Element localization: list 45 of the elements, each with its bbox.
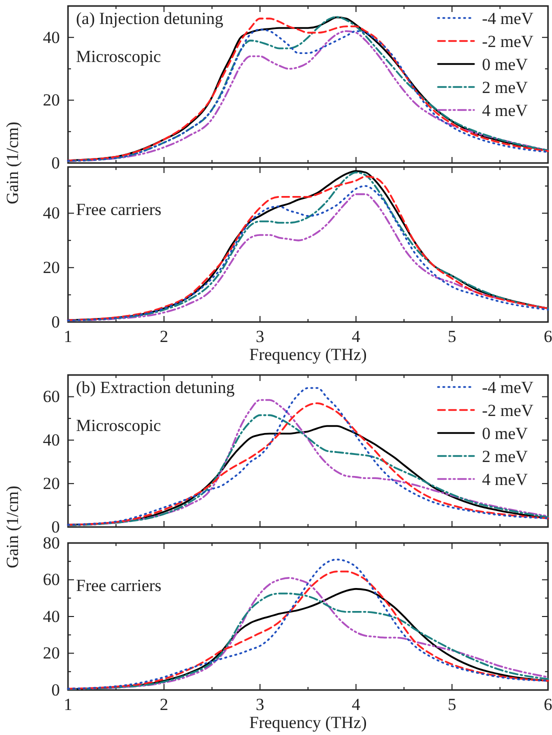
y-tick-label: 20 xyxy=(42,644,60,663)
x-tick-label: 6 xyxy=(544,695,552,714)
x-tick-label: 3 xyxy=(256,327,264,346)
y-tick-label: 20 xyxy=(42,258,60,278)
x-tick-label: 1 xyxy=(64,695,72,714)
y-tick-label: 60 xyxy=(42,570,60,590)
x-axis-title: Frequency (THz) xyxy=(249,345,367,364)
x-axis-title: Frequency (THz) xyxy=(249,713,367,732)
annotation: (b) Extraction detuning xyxy=(76,378,236,397)
legend-label: 2 meV xyxy=(482,78,529,97)
annotation: Free carriers xyxy=(76,576,162,595)
x-tick-label: 2 xyxy=(160,695,168,714)
legend-label: 4 meV xyxy=(482,470,529,489)
y-tick-label: 40 xyxy=(42,606,60,626)
legend-label: 4 meV xyxy=(482,101,529,120)
annotation: Microscopic xyxy=(76,416,162,435)
y-tick-label: 40 xyxy=(42,430,60,450)
annotation: Free carriers xyxy=(76,200,162,219)
x-tick-label: 5 xyxy=(448,327,456,346)
x-tick-label: 5 xyxy=(448,695,456,714)
y-tick-label: 0 xyxy=(51,680,60,700)
y-tick-label: 20 xyxy=(42,474,60,494)
x-tick-label: 1 xyxy=(64,327,72,346)
y-tick-label: 40 xyxy=(42,28,60,47)
legend-label: -4 meV xyxy=(482,378,534,397)
legend-label: 2 meV xyxy=(482,447,529,466)
x-tick-label: 2 xyxy=(160,327,168,346)
y-tick-label: 40 xyxy=(42,204,60,223)
annotation: (a) Injection detuning xyxy=(76,9,224,28)
y-axis-title: Gain (1/cm) xyxy=(3,486,22,568)
y-tick-label: 20 xyxy=(42,90,60,110)
legend-label: -2 meV xyxy=(482,32,534,51)
y-tick-label: 0 xyxy=(51,153,60,172)
x-tick-label: 6 xyxy=(544,327,552,346)
y-tick-label: 60 xyxy=(42,387,60,406)
annotation: Microscopic xyxy=(76,47,162,66)
x-tick-label: 4 xyxy=(352,695,361,714)
legend-label: -2 meV xyxy=(482,401,534,420)
legend-label: 0 meV xyxy=(482,424,529,443)
x-tick-label: 3 xyxy=(256,695,264,714)
legend-label: 0 meV xyxy=(482,55,529,74)
y-axis-title: Gain (1/cm) xyxy=(3,122,22,204)
legend-label: -4 meV xyxy=(482,9,534,28)
x-tick-label: 4 xyxy=(352,327,361,346)
y-tick-label: 0 xyxy=(51,312,60,332)
